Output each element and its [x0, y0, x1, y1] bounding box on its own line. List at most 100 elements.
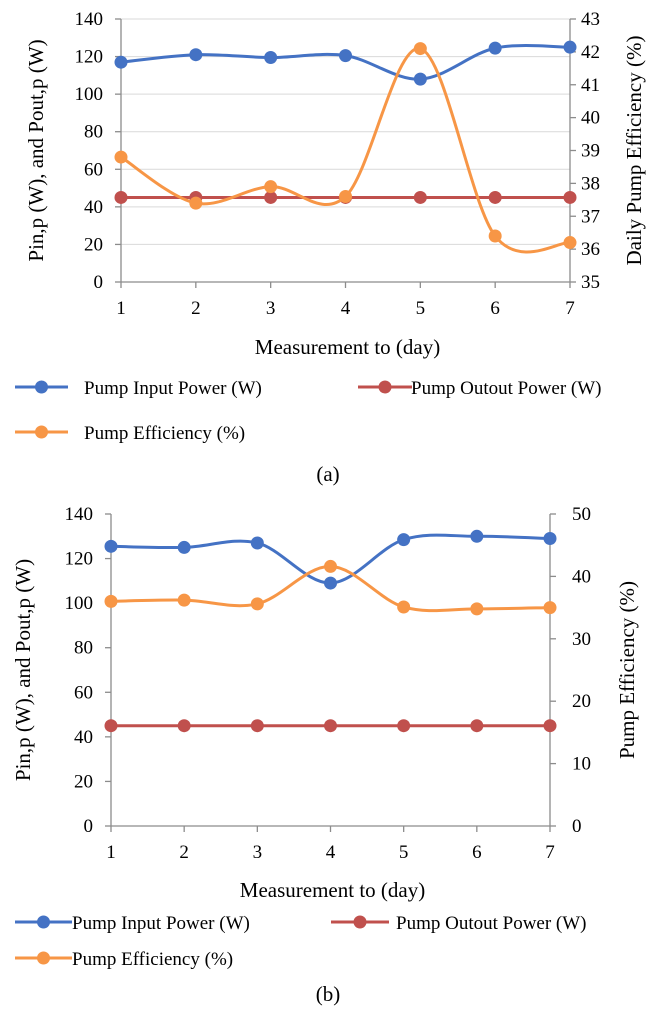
- y-right-tick-label: 30: [572, 629, 591, 650]
- y-tick-label: 20: [84, 234, 103, 255]
- legend-label: Pump Efficiency (%): [72, 949, 233, 970]
- x-tick-label: 4: [326, 842, 336, 863]
- y-tick-label: 20: [74, 771, 93, 792]
- data-point: [488, 41, 502, 55]
- data-point: [543, 719, 557, 733]
- y-tick-label: 140: [65, 504, 94, 525]
- data-point: [324, 719, 337, 733]
- y-right-tick-label: 36: [581, 239, 600, 260]
- data-point: [339, 190, 352, 204]
- y-tick-label: 100: [65, 593, 94, 614]
- data-point: [104, 594, 118, 608]
- legend-marker: [35, 425, 48, 439]
- y-right-tick-label: 38: [581, 173, 600, 194]
- data-point: [563, 236, 577, 250]
- data-point: [324, 576, 337, 590]
- x-tick-label: 6: [490, 298, 500, 319]
- data-point: [104, 719, 118, 733]
- legend-label: Pump Input Power (W): [84, 378, 262, 399]
- y-axis-title: Pin,p (W), and Pout,p (W): [24, 39, 48, 261]
- data-point: [324, 559, 337, 573]
- y-tick-label: 40: [74, 727, 93, 748]
- data-point: [114, 190, 128, 204]
- legend-label: Pump Input Power (W): [72, 913, 250, 934]
- data-point: [104, 539, 118, 553]
- data-point: [264, 190, 278, 204]
- data-point: [114, 55, 128, 69]
- y-right-tick-label: 42: [581, 42, 600, 63]
- data-point: [177, 540, 191, 554]
- data-point: [563, 40, 577, 54]
- data-point: [543, 601, 557, 615]
- y-tick-label: 60: [84, 159, 103, 180]
- data-point: [413, 190, 427, 204]
- legend-label: Pump Outout Power (W): [411, 378, 602, 399]
- x-tick-label: 2: [179, 842, 189, 863]
- chart-a: 0 20 40 60 80 100 120 140 35 36 37 38 39 40 41 42 43 1 2 3 4…: [15, 9, 646, 486]
- data-point: [488, 229, 502, 243]
- y-tick-label: 120: [75, 47, 104, 68]
- y-right-tick-label: 50: [572, 504, 591, 525]
- legend-marker: [378, 380, 392, 394]
- x-tick-label: 4: [341, 298, 351, 319]
- y-tick-label: 0: [84, 816, 94, 837]
- legend-marker: [37, 915, 50, 929]
- x-tick-label: 7: [565, 298, 575, 319]
- x-tick-label: 1: [106, 842, 116, 863]
- data-point: [397, 533, 411, 547]
- y-right-tick-label: 35: [581, 272, 600, 293]
- data-point: [470, 529, 484, 543]
- x-tick-label: 5: [399, 842, 409, 863]
- panel-caption: (b): [316, 982, 341, 1006]
- y-tick-label: 0: [94, 272, 104, 293]
- y-right-tick-label: 37: [581, 206, 600, 227]
- y-tick-label: 60: [74, 682, 93, 703]
- x-axis-title: Measurement to (day): [240, 878, 425, 902]
- series-line-3: [119, 47, 572, 254]
- data-point: [470, 719, 484, 733]
- x-tick-label: 1: [116, 298, 126, 319]
- x-tick-label: 3: [253, 842, 263, 863]
- legend-marker: [37, 951, 50, 965]
- y-tick-label: 140: [75, 9, 104, 30]
- data-point: [264, 51, 278, 65]
- x-tick-label: 2: [191, 298, 201, 319]
- y-right-tick-label: 41: [581, 75, 600, 96]
- legend-marker: [35, 380, 48, 394]
- data-point: [250, 719, 264, 733]
- x-axis-title: Measurement to (day): [255, 335, 440, 359]
- y-right-tick-label: 0: [572, 816, 582, 837]
- panel-caption: (a): [316, 462, 339, 486]
- data-point: [189, 48, 203, 62]
- data-point: [177, 719, 191, 733]
- data-point: [413, 72, 427, 86]
- data-point: [177, 593, 191, 607]
- y-right-axis-title: Daily Pump Efficiency (%): [622, 36, 646, 266]
- legend-marker: [353, 915, 367, 929]
- y-right-tick-label: 40: [581, 108, 600, 129]
- y-tick-label: 100: [75, 84, 104, 105]
- series-line-1: [109, 533, 552, 585]
- x-tick-label: 7: [545, 842, 555, 863]
- y-right-tick-label: 39: [581, 141, 600, 162]
- y-right-tick-label: 10: [572, 754, 591, 775]
- data-point: [397, 719, 411, 733]
- x-tick-label: 6: [472, 842, 482, 863]
- data-point: [563, 190, 577, 204]
- y-right-tick-label: 43: [581, 9, 600, 30]
- data-point: [543, 532, 557, 546]
- data-point: [339, 49, 352, 63]
- y-axis-title: Pin,p (W), and Pout,p (W): [11, 559, 35, 781]
- x-tick-label: 5: [416, 298, 426, 319]
- y-tick-label: 120: [65, 549, 94, 570]
- data-point: [264, 180, 278, 194]
- data-point: [397, 600, 411, 614]
- y-right-axis-title: Pump Efficiency (%): [615, 581, 639, 759]
- legend-label: Pump Outout Power (W): [396, 913, 587, 934]
- chart-b: 0 20 40 60 80 100 120 140 0 10 20 30 40 50 1 2 3 4 5 6 7 Meas…: [11, 504, 639, 1006]
- data-point: [413, 42, 427, 56]
- legend-label: Pump Efficiency (%): [84, 423, 245, 444]
- y-right-tick-label: 40: [572, 566, 591, 587]
- x-tick-label: 3: [266, 298, 276, 319]
